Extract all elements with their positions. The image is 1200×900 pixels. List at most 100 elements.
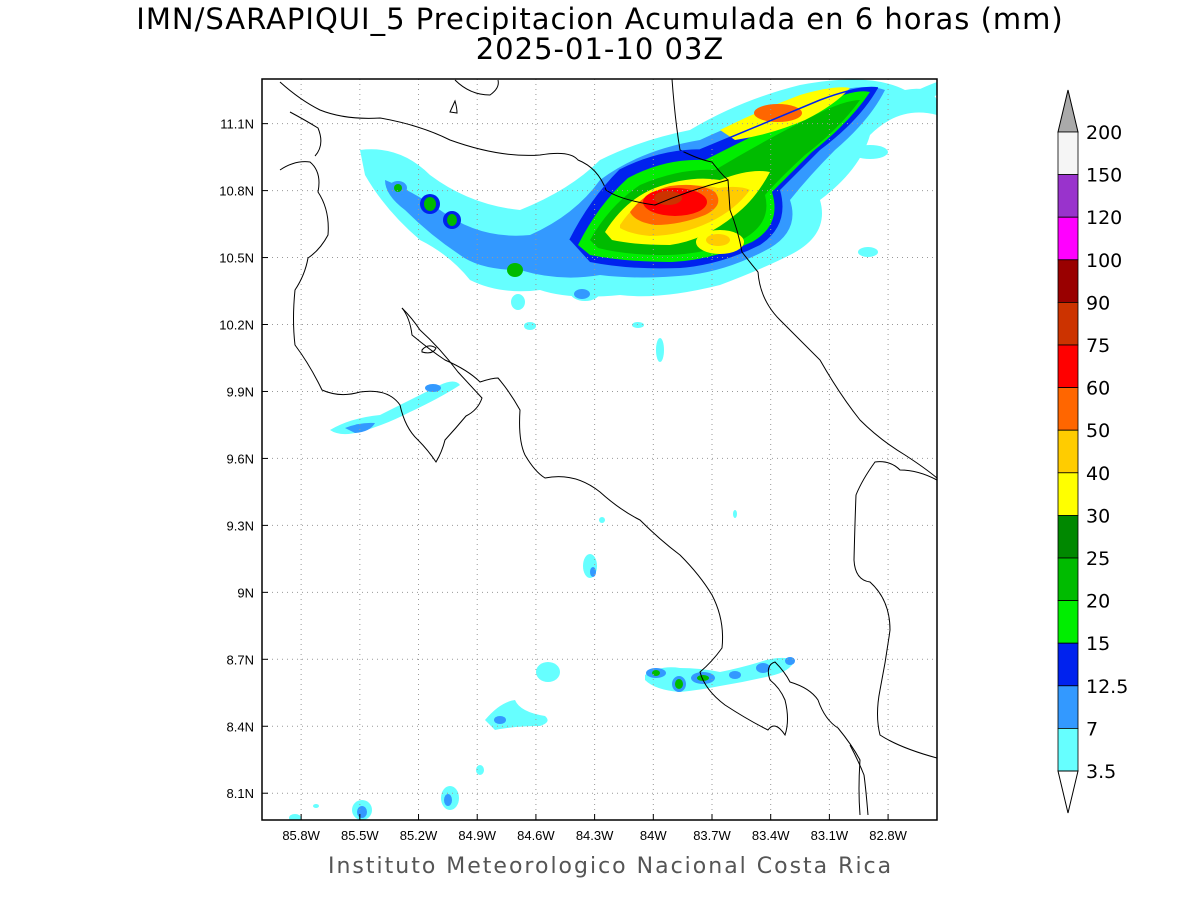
tick-label-lon: 85.8W	[282, 828, 320, 843]
tick-label-lat: 9.9N	[227, 384, 254, 399]
colorbar-label: 15	[1086, 633, 1110, 655]
precip-cell-scatter	[357, 806, 367, 818]
footer-credit: Instituto Meteorologico Nacional Costa R…	[328, 854, 894, 879]
precip-cell-scatter	[890, 82, 937, 110]
colorbar-segment	[1057, 515, 1079, 559]
sw-shore	[289, 111, 322, 157]
map-gridlines	[262, 79, 937, 820]
precip-osa-cell	[756, 663, 770, 673]
precip-cell-scatter	[590, 567, 596, 577]
tick-label-lat: 10.5N	[219, 251, 254, 266]
colorbar-label: 7	[1086, 718, 1098, 740]
precip-cell-scatter	[599, 517, 605, 523]
tick-label-lon: 84W	[640, 828, 667, 843]
tick-label-lat: 8.1N	[227, 786, 254, 801]
colorbar-segment	[1057, 685, 1079, 729]
precip-cell-scatter	[536, 662, 560, 682]
precip-band-contour	[569, 86, 879, 241]
colorbar-label: 20	[1086, 591, 1110, 613]
precip-cell-north-green	[507, 263, 523, 277]
tick-label-lon: 85.5W	[341, 828, 379, 843]
tick-label-lon: 83.7W	[693, 828, 731, 843]
colorbar-segment	[1057, 600, 1079, 644]
tick-label-lat: 9.6N	[227, 451, 254, 466]
precip-cell-nw3-core	[447, 214, 457, 226]
precip-ne-cell-orange	[754, 104, 802, 122]
tick-label-lon: 85.2W	[400, 828, 438, 843]
tick-label-lat: 11.1N	[220, 117, 254, 132]
colorbar-segment	[1057, 174, 1079, 218]
colorbar-segment	[1057, 301, 1079, 346]
chart-title: IMN/SARAPIQUI_5 Precipitacion Acumulada …	[136, 2, 1064, 36]
precip-cell-scatter	[289, 814, 301, 820]
tick-label-lat: 9.3N	[227, 518, 254, 533]
colorbar-segment	[1057, 557, 1079, 601]
precip-cell-scatter	[444, 794, 452, 806]
precip-cell-scatter	[511, 294, 525, 310]
colorbar-label: 60	[1086, 378, 1110, 400]
colorbar-label: 100	[1086, 250, 1122, 272]
colorbar-label: 90	[1086, 292, 1110, 314]
precip-osa-cell	[785, 657, 795, 665]
precip-osa-cell-core	[652, 670, 660, 676]
precip-osa-cell	[729, 671, 741, 679]
tick-label-lon: 83.4W	[752, 828, 790, 843]
precip-cell-scatter	[476, 765, 484, 775]
tick-label-lat: 9N	[237, 585, 254, 600]
tick-label-lon: 84.3W	[576, 828, 614, 843]
colorbar-segment	[1057, 642, 1079, 687]
colorbar-label: 50	[1086, 420, 1110, 442]
precip-cell-scatter	[656, 338, 664, 362]
precip-nicoya-cell	[425, 384, 441, 392]
precip-cell-nw2-core	[424, 197, 436, 211]
precip-nicoya-band-7	[345, 422, 375, 433]
colorbar-label: 25	[1086, 548, 1110, 570]
precip-nicoya-band	[330, 381, 460, 435]
nicaragua-costa-rica-border	[279, 81, 759, 273]
panama-border	[849, 744, 869, 816]
tick-label-lon: 83.1W	[811, 828, 849, 843]
colorbar-segment	[1057, 472, 1079, 516]
tick-label-lon: 84.9W	[458, 828, 496, 843]
colorbar-label: 30	[1086, 505, 1110, 527]
colorbar-segment	[1057, 429, 1079, 474]
colorbar-arrow-top	[1057, 89, 1079, 133]
colorbar: 200 150 120 100 90 75 60 50 40 30 25 20 15 12.5 7 3.5	[1057, 89, 1128, 814]
precip-osa-cell-core	[697, 675, 709, 681]
nicaragua-lake-shore	[454, 79, 499, 96]
precip-cell-scatter	[494, 716, 506, 724]
precipitation-field	[289, 79, 937, 820]
chart-subtitle-datetime: 2025-01-10 03Z	[475, 32, 725, 66]
map-axes: 85.8W 85.5W 85.2W 84.9W 84.6W 84.3W 84W 83.7W 83…	[219, 117, 907, 843]
colorbar-segment	[1057, 131, 1079, 175]
tick-label-lat: 8.7N	[227, 652, 254, 667]
colorbar-segment	[1057, 259, 1079, 303]
colorbar-label: 12.5	[1086, 676, 1128, 698]
colorbar-label: 200	[1086, 122, 1122, 144]
colorbar-label: 150	[1086, 165, 1122, 187]
precip-osa-cell-core	[675, 679, 683, 689]
colorbar-segment	[1057, 216, 1079, 261]
tick-label-lon: 84.6W	[517, 828, 555, 843]
precip-cell-nw1-core	[394, 184, 402, 192]
precip-cell-scatter	[313, 804, 319, 808]
chiriqui-coast	[853, 461, 937, 759]
island-chira	[421, 345, 437, 354]
nicoya-gulf-shore	[401, 307, 861, 816]
coastline-borders	[279, 79, 937, 816]
precip-cell-scatter	[524, 322, 536, 330]
precip-cell-scatter	[485, 700, 548, 730]
colorbar-label: 120	[1086, 207, 1122, 229]
precip-se-cell-orange	[706, 234, 730, 246]
precip-core-90	[654, 191, 682, 205]
colorbar-arrow-bottom	[1057, 770, 1079, 814]
tick-label-lat: 10.8N	[219, 184, 254, 199]
map-area	[262, 79, 937, 820]
colorbar-segment	[1057, 387, 1079, 431]
caribbean-coast-south	[757, 271, 937, 479]
island	[449, 99, 458, 114]
colorbar-segment	[1057, 728, 1079, 772]
tick-label-lon: 82.8W	[869, 828, 907, 843]
precip-cell-scatter	[574, 289, 590, 299]
